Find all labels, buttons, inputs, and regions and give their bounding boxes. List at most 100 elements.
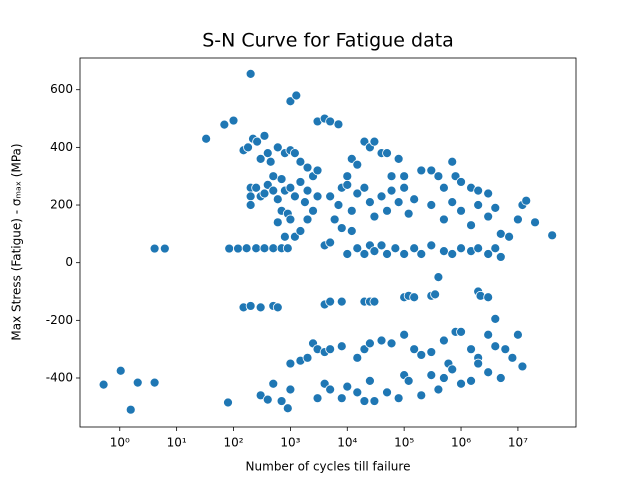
point [483,249,494,259]
point [409,344,420,355]
point [547,230,558,241]
point [259,243,270,254]
point [295,226,306,236]
point [245,191,256,202]
point [447,156,458,167]
point [276,174,287,184]
point [302,162,313,173]
point [132,377,143,388]
point [495,373,506,383]
point [393,153,404,164]
point [325,296,336,307]
point [352,188,363,199]
point [369,136,380,147]
point [125,404,136,415]
point [282,403,293,414]
point [369,246,380,257]
point [233,243,243,254]
point [409,292,420,303]
point [223,397,233,408]
point [300,197,310,208]
point [255,390,266,401]
point [483,292,494,303]
point [312,393,323,404]
point [295,156,306,167]
point [403,208,414,219]
chart-title: S-N Curve for Fatigue data [202,30,454,52]
point [302,214,313,225]
y-tick-label: 400 [50,140,73,154]
x-tick-label: 10³ [280,436,300,450]
point [466,344,476,355]
point [399,249,410,259]
point [382,148,392,159]
point [251,243,262,254]
point [386,185,397,196]
point [276,396,287,406]
point [382,387,392,398]
point [456,378,466,389]
point [390,243,401,254]
point [262,394,273,405]
point [325,344,336,355]
point [285,96,296,107]
point [290,191,300,202]
point [513,329,523,340]
point [282,243,293,254]
point [342,381,353,392]
point [490,243,501,254]
point [500,344,511,355]
point [336,296,347,307]
point [325,191,336,202]
point [352,387,363,398]
point [393,197,404,208]
point [352,159,363,170]
point [517,361,528,372]
point [359,396,370,406]
point [369,396,380,406]
y-tick-label: 200 [50,198,73,212]
point [439,214,449,225]
point [409,194,420,205]
point [495,228,506,239]
point [376,191,387,202]
point [495,252,506,262]
point [513,214,523,225]
point [302,185,313,196]
y-tick-label: -200 [46,313,73,327]
point [473,358,484,369]
point [336,393,347,404]
point [201,133,212,144]
point [352,352,363,363]
point [342,249,353,259]
point [279,231,290,242]
point [456,243,466,254]
point [241,243,252,254]
point [393,393,404,404]
point [447,364,458,375]
point [228,115,239,126]
point [359,249,370,259]
point [255,302,266,313]
y-axis-label: Max Stress (Fatigue) - σₘₐₓ (MPa) [10,143,24,340]
point [352,243,363,254]
point [243,142,253,153]
point [312,165,323,176]
point [268,243,279,254]
point [433,171,444,182]
point [272,142,283,153]
point [433,272,444,282]
y-tick-label: -400 [46,370,73,384]
point [265,156,276,167]
point [490,203,501,213]
point [333,200,344,210]
point [308,205,318,216]
point [456,177,466,187]
point [325,116,336,127]
point [245,68,256,79]
point [430,289,441,300]
point [346,226,357,236]
y-tick-label: 0 [65,255,73,269]
point [272,302,283,313]
